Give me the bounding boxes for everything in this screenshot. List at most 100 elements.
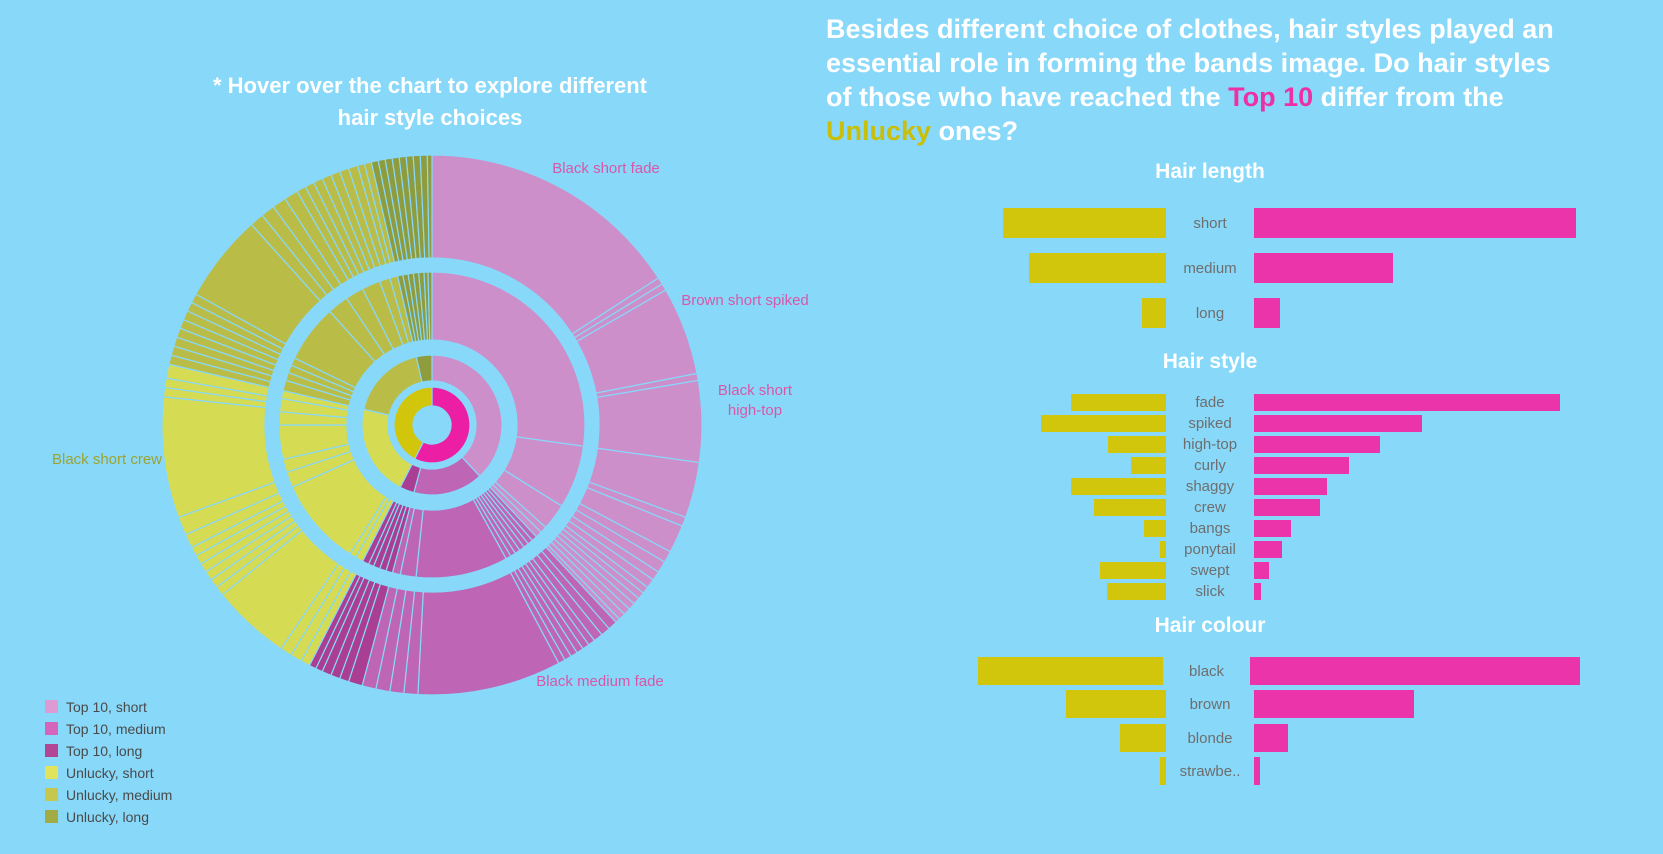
bar-cell-unlucky-slick: [930, 583, 1166, 600]
legend-swatch-unlucky-short: [45, 766, 58, 779]
bar-top10-brown[interactable]: [1254, 690, 1414, 718]
bar-label-spiked: spiked: [1188, 415, 1232, 432]
pie-label-black-short-fade: Black short fade: [552, 160, 660, 177]
bar-unlucky-spiked[interactable]: [1041, 415, 1166, 432]
bar-row-shaggy: shaggy: [930, 478, 1580, 495]
bar-cell-unlucky-blonde: [930, 724, 1166, 752]
bar-unlucky-ponytail[interactable]: [1160, 541, 1166, 558]
bar-unlucky-fade[interactable]: [1071, 394, 1166, 411]
legend-item-unlucky-long[interactable]: Unlucky, long: [45, 809, 172, 825]
bar-row-black: black: [930, 657, 1580, 685]
bar-cell-top10-shaggy: [1254, 478, 1580, 495]
bar-top10-fade[interactable]: [1254, 394, 1560, 411]
bar-label-crew: crew: [1194, 499, 1226, 516]
bar-row-ponytail: ponytail: [930, 541, 1580, 558]
sunburst-segment-ring2-ul[interactable]: [427, 271, 433, 341]
bar-unlucky-curly[interactable]: [1131, 457, 1166, 474]
sunburst-segment-ring1-ts[interactable]: [431, 354, 503, 478]
bar-top10-ponytail[interactable]: [1254, 541, 1282, 558]
legend-label-unlucky-short: Unlucky, short: [66, 764, 154, 781]
bar-row-brown: brown: [930, 690, 1580, 718]
bar-label-short: short: [1193, 214, 1227, 232]
question-title-accent-unlucky: Unlucky: [826, 116, 932, 146]
question-title-line4: Unlucky ones?: [826, 114, 1578, 148]
sunburst-segment-ring0-uM[interactable]: [393, 386, 433, 460]
bar-unlucky-medium[interactable]: [1029, 253, 1166, 283]
question-title-text: essential role in forming the bands imag…: [826, 48, 1551, 78]
sunburst-segment-ring3-ul[interactable]: [426, 154, 433, 259]
bar-cell-top10-long: [1254, 298, 1580, 328]
bar-top10-curly[interactable]: [1254, 457, 1349, 474]
pie-label-black-short-high-top: Black short high-top: [717, 382, 793, 419]
bar-cell-unlucky-bangs: [930, 520, 1166, 537]
bar-label-shaggy: shaggy: [1185, 478, 1235, 495]
sunburst-segment-ring2-ts[interactable]: [431, 271, 586, 447]
bar-label-long: long: [1195, 304, 1225, 322]
bar-top10-medium[interactable]: [1254, 253, 1393, 283]
bar-unlucky-shaggy[interactable]: [1071, 478, 1166, 495]
legend-item-top-10-medium[interactable]: Top 10, medium: [45, 721, 172, 737]
bar-unlucky-blonde[interactable]: [1120, 724, 1166, 752]
legend-swatch-unlucky-medium: [45, 788, 58, 801]
question-title-line3: of those who have reached the Top 10 dif…: [826, 80, 1578, 114]
bar-top10-spiked[interactable]: [1254, 415, 1422, 432]
bar-unlucky-bangs[interactable]: [1144, 520, 1166, 537]
bar-top10-swept[interactable]: [1254, 562, 1269, 579]
bar-top10-strawbe[interactable]: [1254, 757, 1260, 785]
sunburst-segment-ring0-tM[interactable]: [413, 386, 471, 464]
bar-top10-long[interactable]: [1254, 298, 1280, 328]
legend-label-top-10-long: Top 10, long: [66, 742, 143, 759]
bar-cell-top10-black: [1250, 657, 1580, 685]
bar-label-ponytail: ponytail: [1184, 541, 1236, 558]
sunburst-chart[interactable]: [0, 0, 770, 854]
bar-top10-high-top[interactable]: [1254, 436, 1380, 453]
sunburst-segment-ring1-ul[interactable]: [415, 354, 433, 383]
bar-unlucky-high-top[interactable]: [1108, 436, 1166, 453]
bar-row-slick: slick: [930, 583, 1580, 600]
bar-cell-top10-slick: [1254, 583, 1580, 600]
bar-unlucky-short[interactable]: [1003, 208, 1166, 238]
pie-label-brown-short-spiked: Brown short spiked: [681, 292, 809, 309]
bar-row-curly: curly: [930, 457, 1580, 474]
pie-label-black-medium-fade: Black medium fade: [536, 673, 664, 690]
bar-row-blonde: blonde: [930, 724, 1580, 752]
bar-cell-top10-blonde: [1254, 724, 1580, 752]
legend: Top 10, short Top 10, medium Top 10, long U…: [45, 699, 172, 832]
bar-cell-top10-brown: [1254, 690, 1580, 718]
bar-label-brown: brown: [1189, 695, 1231, 713]
bar-cell-top10-crew: [1254, 499, 1580, 516]
bar-top10-short[interactable]: [1254, 208, 1576, 238]
bar-cell-unlucky-black: [930, 657, 1164, 685]
legend-item-unlucky-short[interactable]: Unlucky, short: [45, 764, 172, 781]
bar-unlucky-swept[interactable]: [1100, 562, 1166, 579]
bar-row-long: long: [930, 298, 1580, 328]
bar-row-bangs: bangs: [930, 520, 1580, 537]
bar-unlucky-slick[interactable]: [1107, 583, 1166, 600]
bar-unlucky-long[interactable]: [1142, 298, 1166, 328]
bar-label-blonde: blonde: [1187, 729, 1233, 747]
bar-unlucky-black[interactable]: [978, 657, 1164, 685]
bar-cell-unlucky-brown: [930, 690, 1166, 718]
bar-label-strawbe: strawbe..: [1179, 762, 1241, 780]
bar-top10-black[interactable]: [1250, 657, 1580, 685]
legend-item-unlucky-medium[interactable]: Unlucky, medium: [45, 787, 172, 803]
bar-top10-slick[interactable]: [1254, 583, 1261, 600]
bar-unlucky-crew[interactable]: [1094, 499, 1166, 516]
question-title-line1: Besides different choice of clothes, hai…: [826, 12, 1578, 46]
bar-top10-bangs[interactable]: [1254, 520, 1291, 537]
section-title-hair-colour: Hair colour: [1154, 614, 1266, 637]
legend-item-top-10-short[interactable]: Top 10, short: [45, 699, 172, 715]
legend-item-top-10-long[interactable]: Top 10, long: [45, 742, 172, 759]
bar-label-slick: slick: [1195, 583, 1225, 600]
question-title-text: differ from the: [1313, 82, 1504, 112]
legend-swatch-top-10-short: [45, 700, 58, 713]
bar-cell-top10-ponytail: [1254, 541, 1580, 558]
bar-label-swept: swept: [1190, 562, 1230, 579]
bar-top10-crew[interactable]: [1254, 499, 1320, 516]
bar-unlucky-brown[interactable]: [1066, 690, 1166, 718]
bar-top10-blonde[interactable]: [1254, 724, 1288, 752]
bar-row-medium: medium: [930, 253, 1580, 283]
bar-top10-shaggy[interactable]: [1254, 478, 1327, 495]
sunburst-chart-title-line2: hair style choices: [337, 105, 523, 130]
bar-unlucky-strawbe[interactable]: [1160, 757, 1166, 785]
